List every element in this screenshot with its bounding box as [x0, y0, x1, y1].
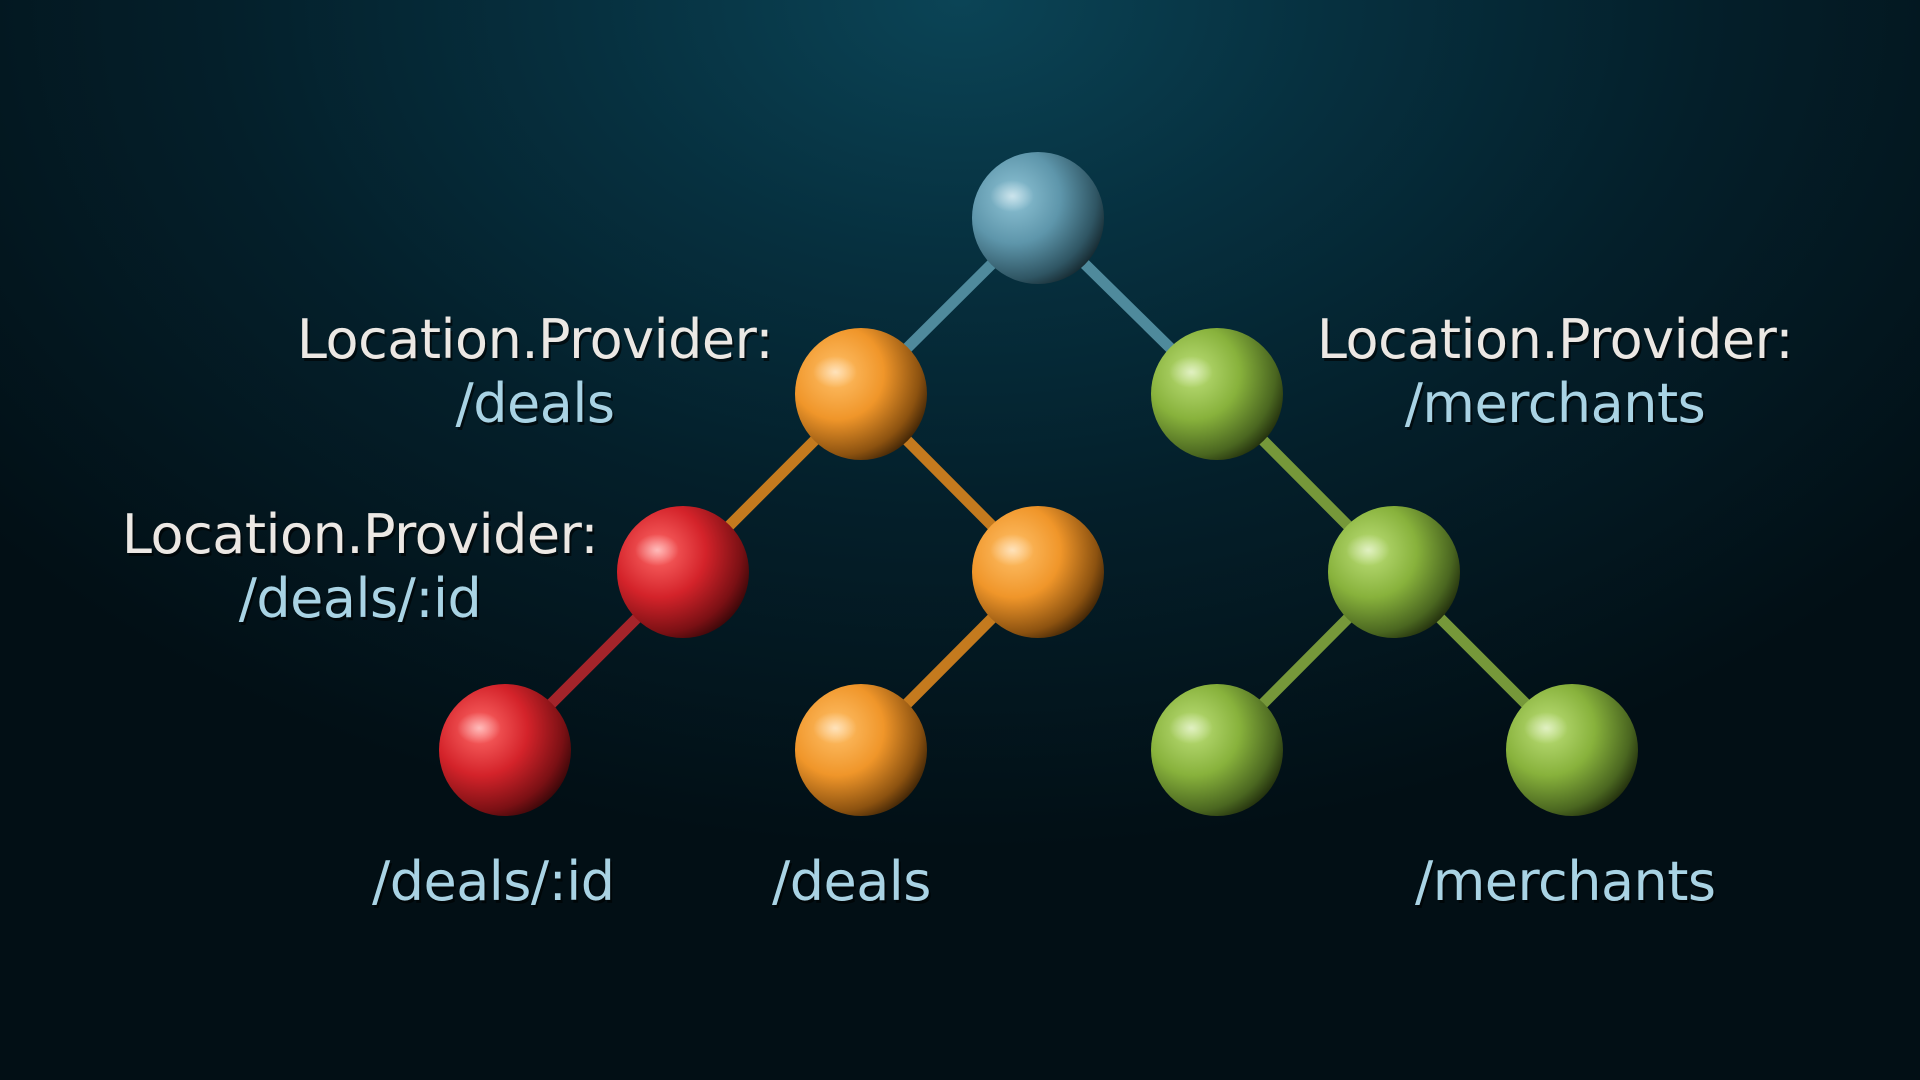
node-merchants-provider [1151, 328, 1283, 460]
label-merchants-provider-route: /merchants [1404, 372, 1706, 435]
label-merchants-provider-title: Location.Provider: [1316, 308, 1794, 371]
node-root [972, 152, 1104, 284]
node-deals-id-provider [617, 506, 749, 638]
leaf-label-merchants: /merchants [1415, 850, 1716, 913]
label-deals-id-provider: Location.Provider: /deals/:id [110, 503, 610, 631]
node-merchants-mid [1328, 506, 1460, 638]
node-merchants-leaf-right [1506, 684, 1638, 816]
label-deals-id-provider-route: /deals/:id [238, 567, 482, 630]
node-deals-provider [795, 328, 927, 460]
node-deals-mid [972, 506, 1104, 638]
label-deals-id-provider-title: Location.Provider: [121, 503, 599, 566]
label-deals-provider-route: /deals [455, 372, 615, 435]
node-deals-leaf [795, 684, 927, 816]
label-merchants-provider: Location.Provider: /merchants [1305, 308, 1805, 436]
label-deals-provider-title: Location.Provider: [296, 308, 774, 371]
node-merchants-leaf-left [1151, 684, 1283, 816]
label-deals-provider: Location.Provider: /deals [285, 308, 785, 436]
leaf-label-deals: /deals [772, 850, 931, 913]
node-deals-id-leaf [439, 684, 571, 816]
leaf-label-deals-id: /deals/:id [372, 850, 615, 913]
